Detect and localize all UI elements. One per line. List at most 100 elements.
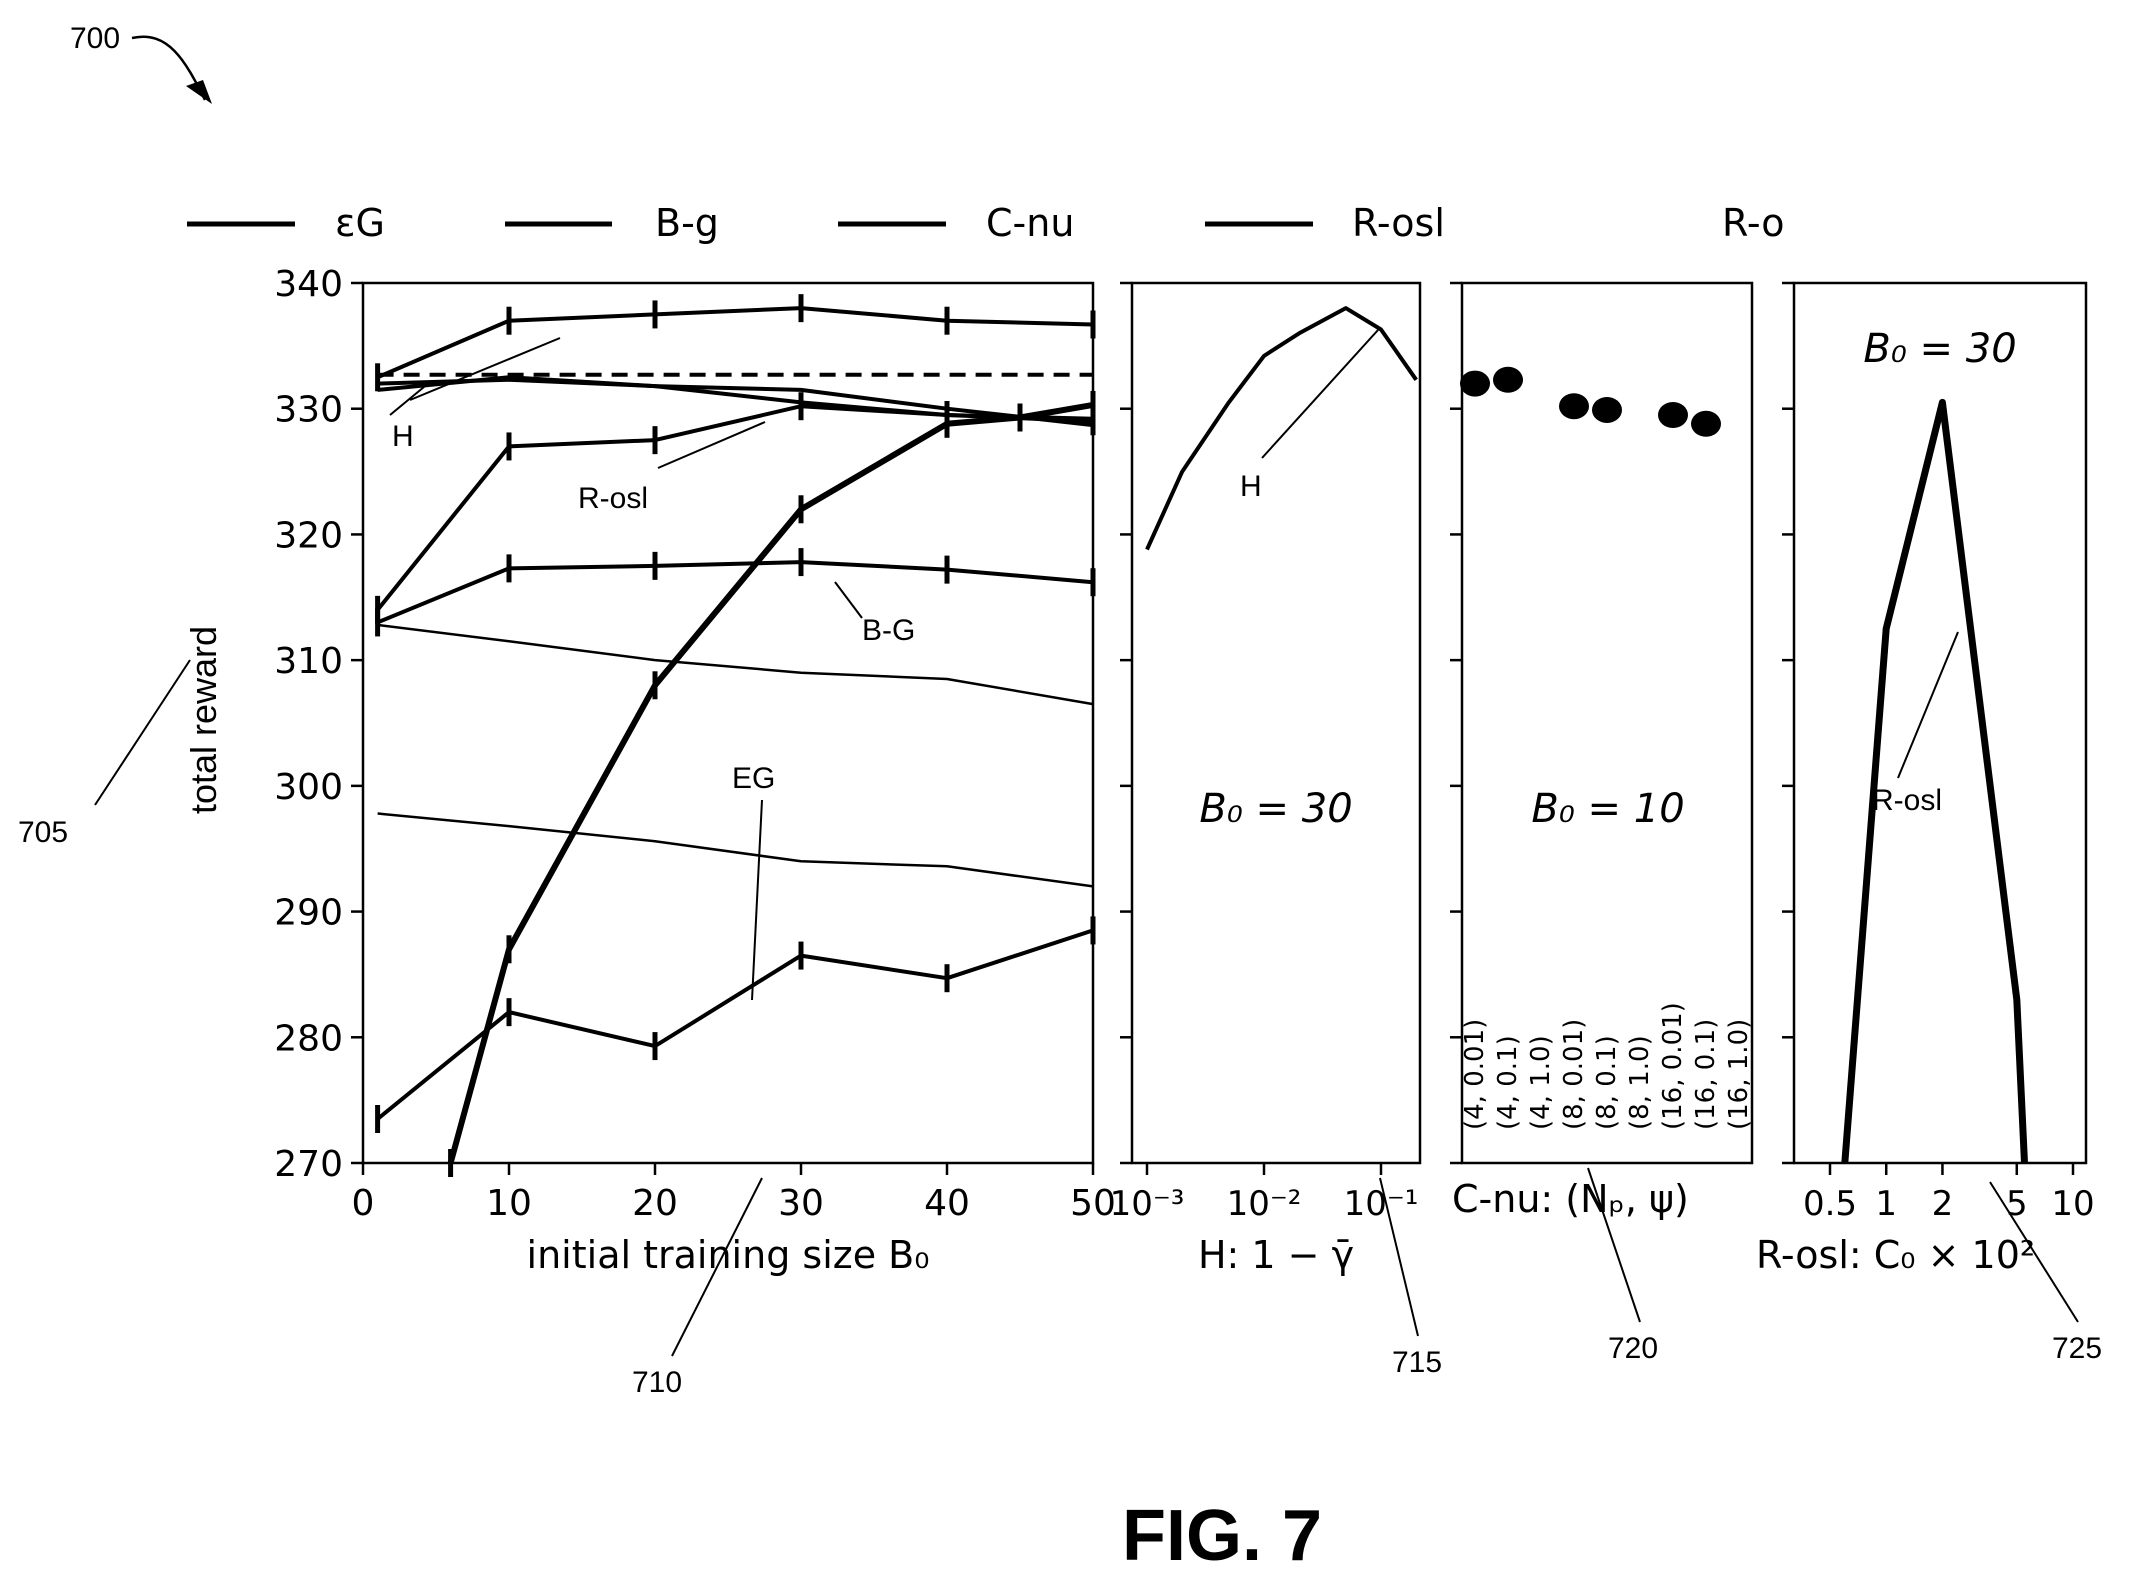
x-tick-label: 10⁻³ — [1110, 1184, 1185, 1224]
ref-710-leader — [671, 1177, 763, 1357]
panel-4-annotation: B₀ = 30 — [1863, 326, 2016, 372]
ref-720-leader — [1587, 1167, 1641, 1323]
scatter-point — [1460, 370, 1490, 397]
y-tick-label: 330 — [274, 390, 343, 431]
category-label: (4, 0.01) — [1460, 1019, 1490, 1130]
ref-705-leader — [94, 659, 191, 806]
panel-3-y-ticks — [1450, 281, 1462, 1165]
annotation-bg: B-G — [862, 614, 915, 647]
x-tick-label: 10⁻² — [1227, 1184, 1302, 1224]
panel-2-series — [1145, 306, 1418, 551]
panel-1-series-line — [377, 812, 1094, 888]
panel-4-y-ticks — [1782, 281, 1794, 1165]
panel-4: 0.5 1 2 5 10 B₀ = 30 R-osl R-osl: C₀ × 10² — [1756, 281, 2095, 1277]
panel-3: (4, 0.01) (4, 0.1) (4, 1.0) (8, 0.01) (8, 0.… — [1450, 281, 1754, 1221]
x-tick-label: 10 — [2051, 1184, 2094, 1224]
legend: εG B-g C-nu R-osl R-o — [187, 201, 1785, 245]
panel-2-annotation: B₀ = 30 — [1199, 786, 1352, 832]
category-label: (16, 0.01) — [1658, 1002, 1688, 1130]
legend-label-eg: εG — [335, 201, 385, 245]
legend-label-ro: R-o — [1722, 201, 1785, 245]
panel-4-series-line — [1841, 398, 2028, 1164]
panel-2-y-ticks — [1120, 281, 1132, 1165]
ref-725: 725 — [2052, 1332, 2102, 1365]
panel-2-frame — [1130, 281, 1422, 1165]
x-tick-label: 0 — [352, 1183, 375, 1224]
scatter-point — [1691, 410, 1721, 437]
category-label: (8, 1.0) — [1625, 1035, 1655, 1130]
ref-710: 710 — [632, 1366, 682, 1399]
annotation-eg-leader — [751, 799, 763, 1001]
y-tick-label: 300 — [274, 767, 343, 808]
panel-1-x-axis-label: initial training size B₀ — [527, 1233, 930, 1277]
x-tick-label: 50 — [1070, 1183, 1116, 1224]
ref-705: 705 — [18, 816, 68, 849]
panel-2-x-axis-label: H: 1 − γ̄ — [1198, 1233, 1354, 1277]
x-tick-label: 40 — [924, 1183, 970, 1224]
annotation-eg: EG — [732, 762, 775, 795]
annotation-h-leader-2 — [389, 381, 431, 416]
panel-1-series-line — [376, 560, 1094, 625]
category-label: (8, 0.01) — [1559, 1019, 1589, 1130]
panel-3-points — [1460, 366, 1721, 437]
ref-700: 700 — [70, 22, 120, 55]
x-tick-label: 5 — [2006, 1184, 2028, 1224]
x-tick-label: 30 — [778, 1183, 824, 1224]
x-tick-label: 0.5 — [1803, 1184, 1857, 1224]
legend-label-bg: B-g — [655, 201, 719, 245]
panel-4-label-leader — [1897, 631, 1959, 779]
x-tick-label: 10 — [486, 1183, 532, 1224]
panel-2-series-line — [1145, 306, 1418, 551]
panel-1-frame — [361, 281, 1095, 1165]
y-tick-label: 290 — [274, 893, 343, 934]
x-tick-label: 1 — [1875, 1184, 1897, 1224]
x-tick-label: 2 — [1932, 1184, 1954, 1224]
ref-725-leader — [1989, 1181, 2079, 1323]
category-label: (4, 0.1) — [1493, 1035, 1523, 1130]
legend-label-cnu: C-nu — [986, 201, 1074, 245]
panel-4-x-axis-label: R-osl: C₀ × 10² — [1756, 1233, 2035, 1277]
legend-label-rosl: R-osl — [1352, 201, 1445, 245]
figure-caption: FIG. 7 — [1122, 1496, 1322, 1576]
y-tick-label: 270 — [274, 1144, 343, 1185]
y-axis-label: total reward — [183, 626, 224, 814]
y-tick-label: 320 — [274, 515, 343, 556]
annotation-bg-leader — [834, 581, 863, 619]
panel-2-x-ticks: 10⁻³ 10⁻² 10⁻¹ — [1110, 1163, 1419, 1224]
category-label: (16, 1.0) — [1724, 1019, 1754, 1130]
annotation-rosl: R-osl — [578, 482, 648, 515]
panel-1: 270 280 290 300 310 320 330 340 0 10 20 30 40 50 ini… — [274, 264, 1116, 1277]
panel-4-x-ticks: 0.5 1 2 5 10 — [1803, 1163, 2095, 1224]
x-tick-label: 10⁻¹ — [1344, 1184, 1419, 1224]
panel-1-series — [375, 294, 1096, 1177]
scatter-point — [1493, 366, 1523, 393]
category-label: (4, 1.0) — [1526, 1035, 1556, 1130]
panel-3-category-labels: (4, 0.01) (4, 0.1) (4, 1.0) (8, 0.01) (8, 0.… — [1460, 1002, 1754, 1130]
ref-720: 720 — [1608, 1332, 1658, 1365]
annotation-h: H — [392, 420, 414, 453]
y-tick-label: 310 — [274, 641, 343, 682]
category-label: (16, 0.1) — [1691, 1019, 1721, 1130]
panel-4-frame — [1792, 281, 2088, 1165]
y-tick-label: 340 — [274, 264, 343, 305]
category-label: (8, 0.1) — [1592, 1035, 1622, 1130]
panel-3-x-axis-label: C-nu: (Nₚ, ψ) — [1452, 1177, 1689, 1221]
ref-715: 715 — [1392, 1346, 1442, 1379]
scatter-point — [1559, 393, 1589, 420]
panel-2: 10⁻³ 10⁻² 10⁻¹ B₀ = 30 H H: 1 − γ̄ — [1110, 281, 1422, 1277]
panel-1-y-ticks: 270 280 290 300 310 320 330 340 — [274, 264, 363, 1185]
x-tick-label: 20 — [632, 1183, 678, 1224]
scatter-point — [1592, 396, 1622, 423]
panel-1-series-line — [376, 928, 1094, 1121]
y-tick-label: 280 — [274, 1018, 343, 1059]
panel-2-series-label: H — [1240, 470, 1262, 503]
panel-4-series — [1841, 398, 2028, 1164]
panel-1-x-ticks: 0 10 20 30 40 50 — [352, 1163, 1116, 1224]
annotation-h-leader-1 — [409, 337, 561, 401]
panel-3-frame — [1460, 281, 1754, 1165]
ref-715-leader — [1379, 1177, 1419, 1337]
panel-1-series-line — [377, 623, 1094, 706]
panel-3-annotation: B₀ = 10 — [1531, 786, 1684, 832]
panel-4-series-label: R-osl — [1872, 784, 1942, 817]
scatter-point — [1658, 402, 1688, 428]
